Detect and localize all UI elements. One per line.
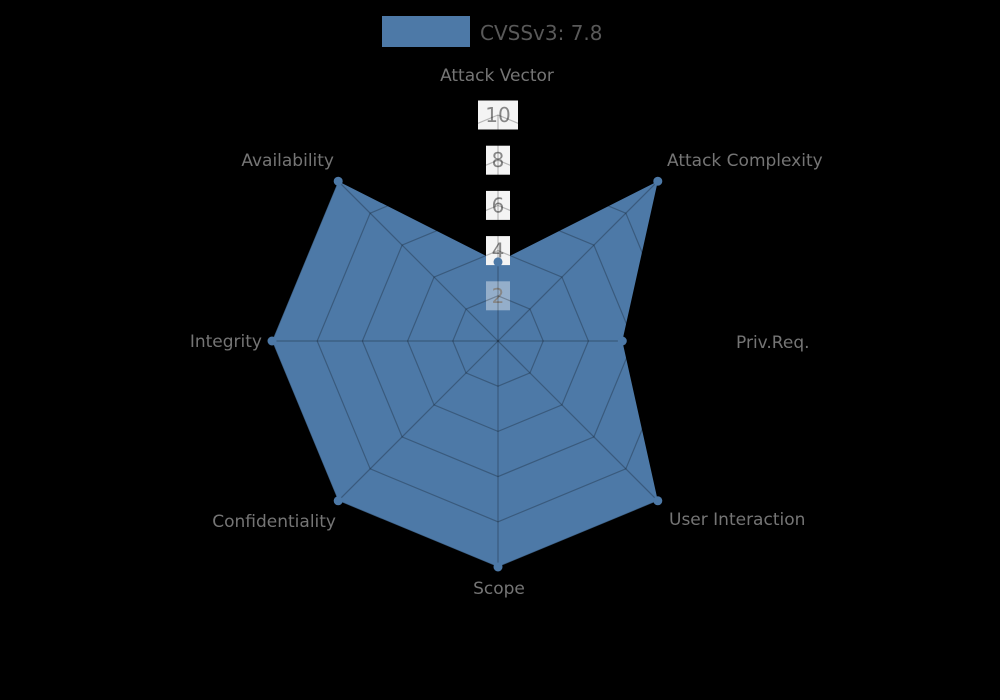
radial-tick-backdrop	[486, 145, 510, 175]
legend-swatch[interactable]	[382, 16, 470, 47]
radial-tick-backdrop	[486, 190, 510, 220]
grid-ring	[316, 159, 680, 523]
radial-tick-label: 6	[492, 193, 505, 217]
axis-label-attack-complexity: Attack Complexity	[667, 151, 823, 171]
legend-item[interactable]: CVSSv3: 7.8	[382, 16, 603, 47]
axis-label-user-interaction: User Interaction	[669, 510, 805, 530]
series-vertex-marker	[267, 336, 277, 346]
grid-spoke	[497, 340, 659, 502]
grid-spoke	[337, 340, 499, 502]
series-vertex-marker	[653, 176, 663, 186]
grid-spoke	[497, 180, 659, 342]
axis-label-confidentiality: Confidentiality	[212, 512, 336, 532]
grid-ring	[361, 204, 635, 478]
series-vertex-marker	[493, 562, 503, 572]
series-fill-polygon	[272, 181, 658, 568]
axis-label-attack-vector: Attack Vector	[440, 66, 554, 86]
axis-label-scope: Scope	[473, 579, 525, 599]
axis-label-availability: Availability	[241, 151, 334, 171]
axis-label-priv-req: Priv.Req.	[736, 333, 810, 353]
radial-tick-label: 4	[492, 239, 505, 263]
grid-spoke	[337, 180, 499, 342]
radial-tick-label: 10	[485, 103, 510, 127]
legend-label[interactable]: CVSSv3: 7.8	[480, 21, 603, 45]
grid-ring	[452, 295, 544, 387]
radial-tick-label: 8	[492, 148, 505, 172]
radial-tick-label: 2	[492, 284, 505, 308]
series-vertex-marker	[493, 257, 503, 267]
radial-tick-backdrop	[486, 281, 510, 311]
series-vertex-marker	[333, 176, 343, 186]
radial-tick-backdrop	[478, 100, 518, 130]
grid-ring	[406, 249, 590, 433]
series-vertex-marker	[617, 336, 627, 346]
series-vertex-marker	[333, 496, 343, 506]
axis-label-integrity: Integrity	[190, 332, 262, 352]
series-vertex-marker	[653, 496, 663, 506]
